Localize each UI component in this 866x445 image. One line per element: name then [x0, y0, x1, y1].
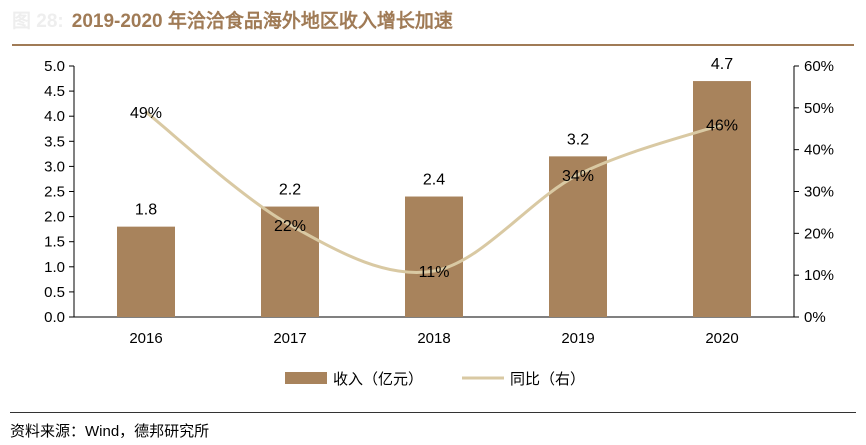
line-value-label: 49%	[130, 105, 162, 122]
x-tick-label: 2018	[417, 330, 450, 347]
right-tick-label: 50%	[804, 100, 834, 117]
source-rule	[10, 412, 856, 413]
left-tick-label: 1.0	[44, 259, 65, 276]
left-tick-label: 4.0	[44, 108, 65, 125]
left-tick-label: 0.0	[44, 309, 65, 326]
right-tick-label: 40%	[804, 142, 834, 159]
bar-value-label: 4.7	[711, 56, 733, 73]
bar	[117, 226, 175, 317]
line-value-label: 46%	[706, 118, 738, 135]
left-tick-label: 0.5	[44, 284, 65, 301]
legend-bar-label: 收入（亿元）	[333, 371, 423, 388]
title-rule	[12, 44, 854, 46]
x-tick-label: 2017	[273, 330, 306, 347]
bar	[693, 81, 751, 317]
right-tick-label: 10%	[804, 267, 834, 284]
left-tick-label: 3.0	[44, 158, 65, 175]
line-value-label: 22%	[274, 218, 306, 235]
left-tick-label: 3.5	[44, 133, 65, 150]
title-text: 2019-2020 年洽洽食品海外地区收入增长加速	[71, 11, 453, 32]
bar	[549, 156, 607, 317]
left-tick-label: 5.0	[44, 58, 65, 75]
legend-line-label: 同比（右）	[510, 371, 585, 388]
line-value-label: 11%	[419, 264, 450, 281]
line-value-label: 34%	[562, 168, 594, 185]
figure-label: 图 28:	[12, 11, 64, 32]
right-tick-label: 20%	[804, 225, 834, 242]
legend-bar-swatch	[285, 372, 327, 384]
right-tick-label: 0%	[804, 309, 826, 326]
left-tick-label: 4.5	[44, 83, 65, 100]
x-tick-label: 2020	[705, 330, 738, 347]
bar-value-label: 1.8	[135, 202, 157, 219]
bar-value-label: 3.2	[567, 131, 589, 148]
left-tick-label: 1.5	[44, 234, 65, 251]
right-tick-label: 30%	[804, 184, 834, 201]
yoy-line	[145, 110, 723, 274]
chart-svg: 0.0 0.5 1.0 1.5 2.0 2.5 3.0 3.5 4.0 4.5 5.0 0% 10% 20…	[44, 56, 834, 388]
source-note: 资料来源：Wind，德邦研究所	[10, 423, 210, 440]
bar-value-label: 2.4	[423, 172, 445, 189]
bar	[405, 196, 463, 317]
right-tick-label: 60%	[804, 58, 834, 75]
chart-title: 图 28: 2019-2020 年洽洽食品海外地区收入增长加速	[12, 6, 453, 33]
left-tick-label: 2.5	[44, 184, 65, 201]
x-tick-label: 2016	[129, 330, 162, 347]
x-tick-label: 2019	[561, 330, 594, 347]
left-tick-label: 2.0	[44, 209, 65, 226]
bar-value-label: 2.2	[279, 182, 301, 199]
